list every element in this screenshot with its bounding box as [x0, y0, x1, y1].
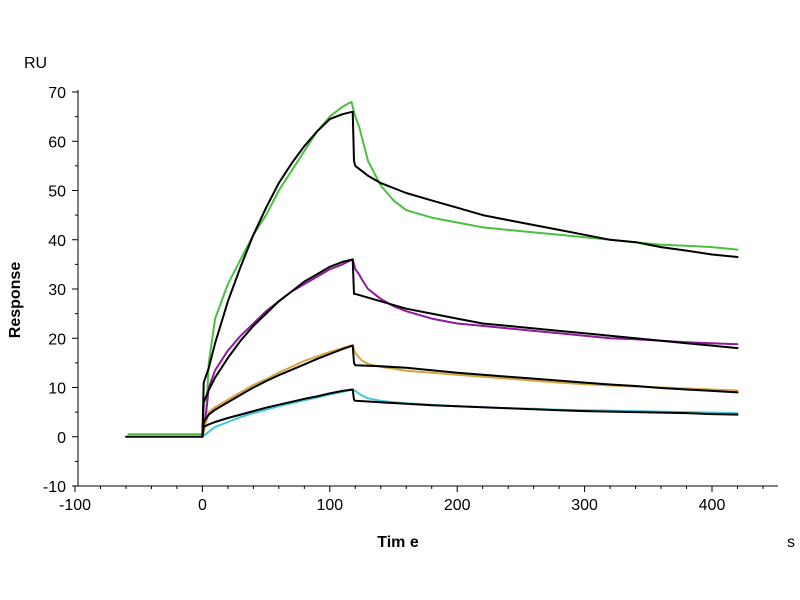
x-axis-title: Tim e — [377, 534, 419, 551]
y-axis-title: Response — [7, 262, 24, 339]
x-axis-unit: s — [787, 534, 795, 551]
x-tick-label: -100 — [59, 497, 91, 514]
y-tick-label: 10 — [48, 381, 66, 398]
y-tick-label: 40 — [48, 233, 66, 250]
fit-curve-3 — [201, 258, 739, 438]
y-tick-label: 30 — [48, 282, 66, 299]
y-tick-label: 70 — [48, 85, 66, 102]
fit-curve-1 — [125, 110, 739, 438]
y-tick-label: 0 — [57, 430, 66, 447]
data-curve-2 — [201, 258, 739, 438]
x-tick-label: 0 — [198, 497, 207, 514]
fit-curve-5 — [201, 344, 739, 438]
y-tick-label: 60 — [48, 134, 66, 151]
y-axis-unit: RU — [24, 55, 47, 72]
x-tick-label: 100 — [316, 497, 343, 514]
y-tick-label: -10 — [43, 479, 66, 496]
y-tick-label: 50 — [48, 184, 66, 201]
x-tick-label: 200 — [444, 497, 471, 514]
data-curve-0 — [127, 100, 739, 436]
plot-area — [125, 100, 739, 438]
y-tick-label: 20 — [48, 331, 66, 348]
fit-curve-7 — [201, 388, 739, 438]
x-tick-label: 400 — [699, 497, 726, 514]
x-tick-label: 300 — [571, 497, 598, 514]
data-curve-4 — [201, 344, 739, 438]
